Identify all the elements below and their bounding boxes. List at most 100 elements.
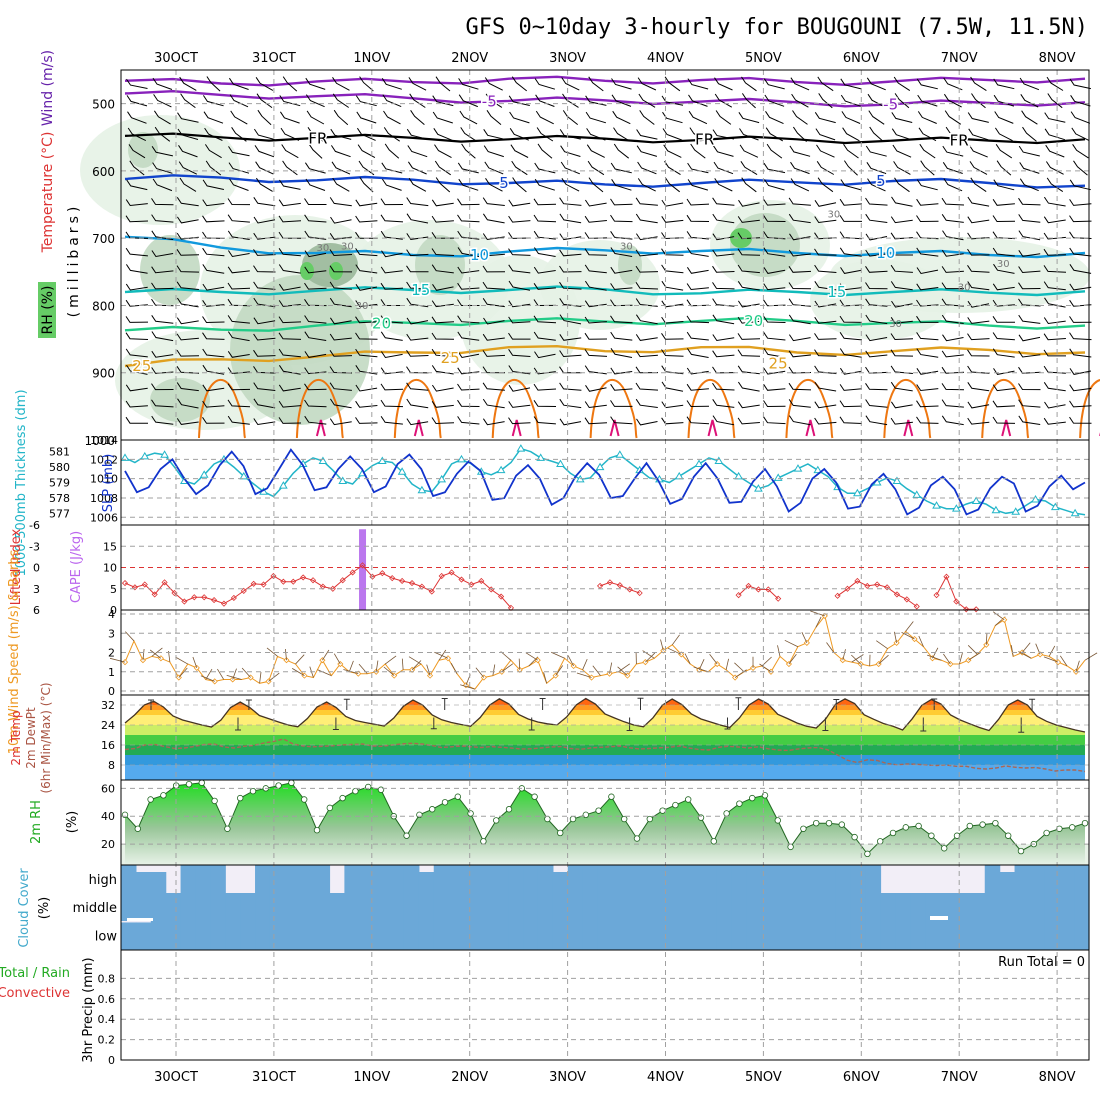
wind-barb bbox=[967, 232, 990, 240]
wind-barb bbox=[790, 178, 810, 192]
wind-barb bbox=[664, 177, 681, 193]
wind-barb bbox=[227, 214, 250, 223]
wind-barb bbox=[1069, 264, 1092, 274]
rh-point bbox=[531, 793, 538, 800]
wind-barb bbox=[712, 334, 735, 342]
wind-barb bbox=[1069, 384, 1092, 392]
rh-point bbox=[928, 832, 935, 839]
wind-barb bbox=[890, 248, 913, 256]
wind-barb bbox=[176, 281, 199, 290]
rh-point bbox=[851, 833, 858, 841]
cloud-bar bbox=[925, 921, 941, 950]
wind-barb bbox=[355, 248, 378, 257]
cloud-bar bbox=[1059, 865, 1075, 893]
wind-barb bbox=[202, 283, 225, 291]
wind-barb bbox=[355, 400, 378, 408]
rh-point bbox=[710, 838, 717, 845]
wind-barb bbox=[1069, 332, 1092, 341]
wind-barb bbox=[967, 365, 990, 374]
lifted-index-point bbox=[359, 562, 366, 569]
wind-barb bbox=[154, 126, 171, 142]
rh-point bbox=[774, 817, 781, 824]
wind-barb bbox=[381, 78, 402, 90]
wind-barb bbox=[508, 365, 531, 375]
wind-barb bbox=[306, 110, 325, 125]
wind-barb bbox=[537, 143, 553, 159]
wind10-barb bbox=[734, 669, 747, 678]
thickness-point bbox=[1050, 502, 1060, 511]
wind-barb bbox=[1069, 316, 1092, 323]
wind10-barb bbox=[401, 658, 404, 670]
rh-tick-label: 40 bbox=[101, 810, 115, 823]
wind-barb bbox=[179, 177, 197, 192]
cloud-bar bbox=[1014, 893, 1031, 921]
chart-title: GFS 0~10day 3-hourly for BOUGOUNI (7.5W,… bbox=[465, 15, 1088, 40]
wind-barb bbox=[125, 299, 148, 307]
lifted-index-point bbox=[191, 594, 198, 601]
cloud-bar bbox=[731, 865, 748, 893]
wind-barb bbox=[153, 94, 172, 108]
wind10-barb bbox=[842, 649, 846, 661]
wind-barb bbox=[253, 249, 276, 256]
wind10-barb bbox=[567, 655, 574, 667]
wind-barb bbox=[227, 250, 250, 258]
wind10-barb bbox=[734, 662, 745, 673]
wind-barb bbox=[1018, 266, 1041, 274]
wind-barb bbox=[253, 281, 276, 290]
wind10-barb bbox=[1021, 642, 1031, 653]
wind-barb bbox=[686, 198, 710, 206]
wind10-barb bbox=[226, 675, 242, 680]
wind-speed-point bbox=[193, 664, 200, 671]
panel-frame bbox=[120, 439, 1090, 526]
pressure-tick-label: 700 bbox=[92, 232, 115, 246]
wind-barb bbox=[202, 215, 225, 223]
cloud-bar bbox=[537, 921, 554, 950]
slp-tick-label: 1006 bbox=[90, 511, 118, 524]
wind-barb bbox=[278, 215, 302, 223]
cloud-bar bbox=[314, 865, 331, 893]
wind-barb bbox=[125, 384, 148, 392]
wind-barb bbox=[457, 331, 480, 341]
wind-barb bbox=[1070, 111, 1091, 124]
bottom-date-label: 2NOV bbox=[451, 1070, 488, 1085]
cloud-bar bbox=[820, 865, 837, 893]
cloud-bar bbox=[537, 865, 554, 893]
rh-point bbox=[749, 794, 756, 802]
lifted-index-point bbox=[300, 574, 307, 581]
cloud-bar bbox=[820, 921, 837, 950]
wind-barb bbox=[586, 144, 605, 158]
wind10-barb bbox=[408, 656, 422, 665]
slp-tick-label: 1010 bbox=[90, 473, 118, 486]
wind-barb bbox=[1045, 161, 1064, 175]
wind10-barb bbox=[826, 642, 835, 653]
thickness-point bbox=[199, 470, 209, 478]
wind-barb bbox=[814, 264, 837, 273]
precip-tick-label: 0 bbox=[108, 1054, 115, 1067]
wind-barb bbox=[916, 283, 939, 291]
temp-min-errorbar bbox=[822, 717, 829, 731]
wind-barb bbox=[867, 178, 886, 192]
wind10-barb bbox=[1048, 645, 1056, 657]
wind-barb bbox=[814, 216, 837, 224]
cloud-bar bbox=[672, 921, 688, 950]
wind-barb bbox=[687, 162, 709, 174]
lifted-index-point bbox=[775, 595, 782, 602]
wind-barb bbox=[967, 281, 990, 291]
wind-barb bbox=[1044, 297, 1066, 308]
wind-barb bbox=[712, 129, 735, 140]
wind-barb bbox=[253, 333, 276, 341]
cloud-bar bbox=[448, 865, 465, 893]
wind-barb bbox=[278, 264, 301, 274]
wind-barb bbox=[1043, 216, 1066, 224]
wind-barb bbox=[635, 398, 658, 408]
wind-barb bbox=[559, 265, 582, 273]
wind-barb bbox=[178, 161, 198, 175]
surface-isotherm bbox=[687, 379, 736, 439]
cloud-bar bbox=[761, 865, 777, 893]
surface-isotherm-hot bbox=[511, 419, 522, 437]
wind-barb bbox=[916, 78, 938, 90]
wind10-barb bbox=[1043, 656, 1059, 663]
wind-barb bbox=[763, 384, 786, 391]
wind-barb bbox=[814, 232, 837, 240]
isotherm-label: 15 bbox=[827, 283, 846, 301]
